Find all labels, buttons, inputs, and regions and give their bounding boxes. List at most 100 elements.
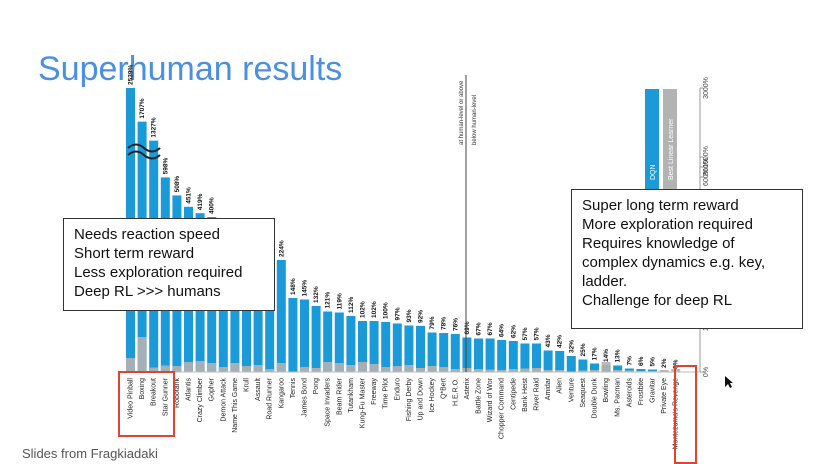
value-label: 112%	[348, 297, 355, 313]
category-label: Space Invaders	[325, 378, 332, 427]
category-label: Assault	[255, 378, 262, 401]
linear-learner-bar	[149, 367, 159, 372]
linear-learner-bar	[230, 363, 240, 372]
value-label: 119%	[336, 293, 343, 309]
category-label: Breakout	[151, 378, 158, 406]
value-label: 79%	[429, 316, 436, 329]
category-label: Battle Zone	[476, 378, 483, 414]
mouse-cursor-icon	[725, 376, 733, 388]
linear-learner-bar	[555, 370, 565, 372]
linear-learner-bar	[543, 370, 553, 372]
linear-learner-bar	[578, 370, 588, 372]
value-label: 97%	[394, 307, 401, 320]
linear-learner-bar	[532, 368, 541, 372]
category-label: Demon Attack	[220, 378, 227, 422]
linear-learner-bar	[242, 366, 251, 372]
value-label: 62%	[510, 325, 517, 338]
linear-learner-bar	[300, 367, 309, 372]
value-label: 42%	[557, 335, 564, 348]
value-label: 17%	[592, 347, 599, 360]
linear-learner-bar	[311, 368, 321, 372]
category-label: Boxing	[139, 378, 146, 400]
linear-learner-bar	[416, 368, 425, 372]
linear-learner-bar	[474, 369, 483, 372]
linear-learner-bar	[184, 362, 193, 372]
callout-line: Super long term reward	[582, 197, 739, 214]
value-label: 32%	[568, 340, 575, 353]
category-label: Pong	[313, 378, 320, 394]
linear-learner-bar	[381, 367, 391, 372]
dqn-bar	[416, 326, 425, 372]
value-label: 121%	[325, 292, 332, 309]
value-label: 13%	[615, 349, 622, 362]
y-tick-label: 0%	[703, 367, 710, 377]
dqn-bar	[265, 257, 275, 372]
dqn-bar	[532, 343, 541, 372]
category-label: Name This Game	[232, 378, 239, 433]
linear-learner-bar	[358, 362, 367, 372]
category-label: Ice Hockey	[429, 378, 436, 413]
linear-learner-bar	[404, 365, 414, 372]
dqn-bar	[590, 363, 599, 372]
value-label: 2539%	[128, 65, 135, 85]
linear-learner-bar	[276, 363, 286, 372]
value-label: 76%	[452, 318, 459, 331]
value-label: 5%	[650, 357, 657, 367]
callout-line: Less exploration required	[74, 264, 243, 281]
linear-learner-bar	[601, 362, 611, 372]
dqn-bar	[450, 334, 460, 372]
category-label: Q*Bert	[441, 378, 448, 399]
category-label: Time Pilot	[383, 378, 390, 409]
value-label: 508%	[174, 176, 181, 193]
category-label: Krull	[244, 378, 251, 392]
category-label: River Raid	[534, 378, 541, 411]
dqn-bar	[381, 322, 391, 372]
y-tick-label: 800%	[703, 158, 710, 176]
dqn-bar	[624, 368, 634, 372]
category-label: Tennis	[290, 378, 297, 399]
category-label: H.E.R.O.	[452, 378, 459, 406]
category-label: Star Gunner	[162, 377, 169, 416]
value-label: 92%	[418, 310, 425, 323]
threshold-label: at human-level or above	[459, 80, 465, 145]
callout-line: ladder.	[582, 273, 628, 290]
linear-learner-bar	[613, 370, 623, 372]
category-label: Crazy Climber	[197, 377, 204, 422]
y-tick-label: 600%	[703, 168, 710, 186]
linear-learner-bar	[207, 363, 217, 372]
category-label: Alien	[557, 378, 564, 394]
category-label: James Bond	[302, 378, 309, 417]
legend-label: Best Linear Learner	[668, 118, 675, 180]
dqn-bar	[474, 338, 483, 372]
value-label: 0%	[673, 359, 680, 369]
value-label: 25%	[580, 343, 587, 356]
callout-line: Requires knowledge of	[582, 235, 735, 252]
value-label: 57%	[534, 327, 541, 340]
dqn-bar	[439, 333, 449, 372]
category-label: Kangaroo	[278, 378, 285, 408]
callout-line: More exploration required	[582, 216, 753, 233]
linear-learner-bar	[253, 365, 263, 372]
category-label: Freeway	[371, 378, 378, 405]
highlight-box-video-pinball-breakout	[118, 371, 175, 437]
slide-credit: Slides from Fragkiadaki	[22, 446, 158, 461]
dqn-bar	[288, 298, 298, 372]
dqn-bar	[462, 337, 472, 372]
value-label: 400%	[209, 197, 216, 214]
category-label: Kung-Fu Master	[360, 377, 367, 428]
category-label: Tutankham	[348, 378, 355, 413]
linear-learner-bar	[485, 369, 495, 372]
value-label: 100%	[383, 302, 390, 319]
value-label: 2%	[661, 358, 668, 368]
dqn-bar	[497, 340, 507, 372]
dqn-bar	[636, 369, 646, 372]
value-label: 7%	[626, 356, 633, 366]
slide-title: Superhuman results	[38, 50, 343, 88]
linear-learner-bar	[195, 361, 205, 372]
dqn-bar	[358, 321, 367, 372]
category-label: Road Runner	[267, 377, 274, 419]
linear-learner-bar	[659, 370, 669, 372]
category-label: Video Pinball	[128, 378, 135, 419]
category-label: Up and Down	[418, 378, 425, 421]
linear-learner-bar	[450, 369, 460, 372]
